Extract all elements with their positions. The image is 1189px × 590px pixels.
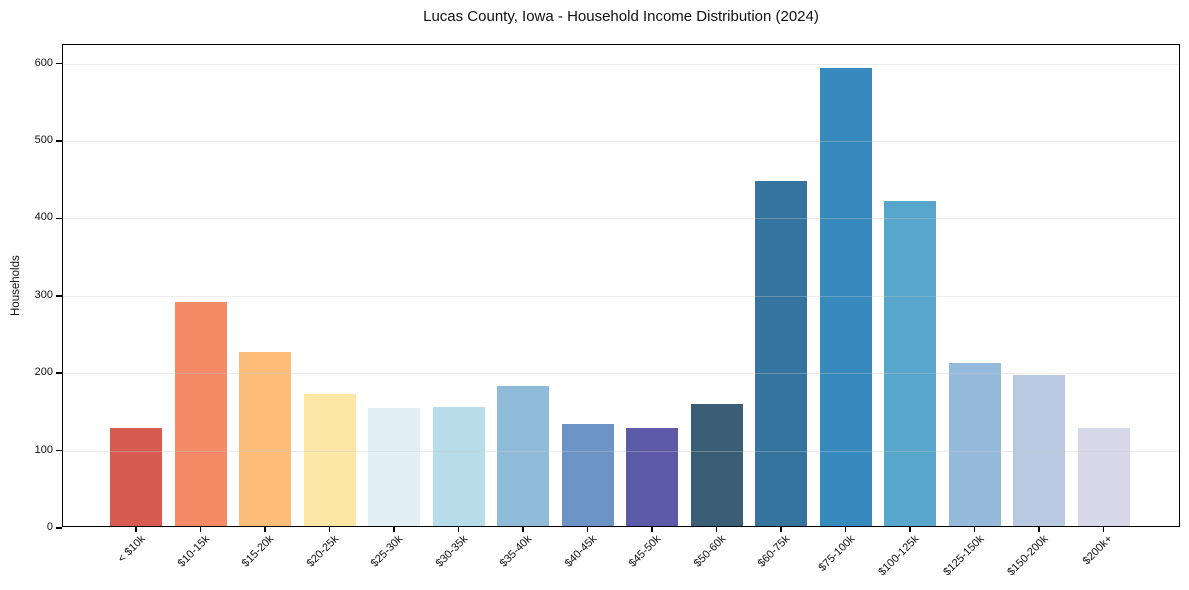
- bar-$100-125k: [884, 200, 936, 526]
- gridline-300: [63, 295, 1179, 297]
- x-tick-mark: [328, 526, 331, 532]
- y-tick-label: 100: [34, 443, 53, 456]
- y-tick-mark: [55, 62, 62, 65]
- x-tick-label: $200k+: [1080, 533, 1115, 568]
- x-tick-label: $100-125k: [876, 533, 922, 579]
- bar-$45-50k: [626, 428, 678, 526]
- x-tick-mark: [522, 526, 524, 532]
- x-tick-label: $25-30k: [368, 533, 406, 570]
- y-tick-mark: [55, 527, 62, 529]
- x-tick-mark: [973, 526, 976, 532]
- x-tick-mark: [457, 526, 460, 532]
- y-tick-label: 300: [34, 288, 53, 301]
- x-tick-label: $10-15k: [175, 533, 212, 570]
- bar-$20-25k: [303, 394, 356, 526]
- y-tick-mark: [55, 372, 62, 374]
- y-tick-mark: [55, 140, 62, 142]
- x-tick-label: $75-100k: [816, 533, 857, 574]
- x-tick-label: $35-40k: [497, 533, 535, 570]
- y-tick-label: 0: [46, 521, 53, 533]
- x-tick-mark: [715, 526, 718, 532]
- x-tick-mark: [651, 526, 653, 532]
- bar-< $10k: [110, 427, 162, 526]
- y-tick-label: 500: [34, 133, 53, 146]
- plot-area: [55, 44, 1180, 532]
- y-axis-title: Households: [10, 255, 22, 316]
- bar-$25-30k: [368, 408, 420, 526]
- x-tick-label: $50-60k: [691, 533, 728, 570]
- x-tick-label: $20-25k: [304, 533, 341, 570]
- gridline-500: [63, 140, 1179, 142]
- y-tick-label: 200: [34, 366, 53, 379]
- y-tick-mark: [55, 449, 62, 452]
- x-tick-mark: [844, 526, 847, 532]
- gridline-400: [63, 218, 1179, 220]
- x-tick-label: $125-150k: [940, 533, 986, 579]
- x-tick-label: $15-20k: [239, 533, 277, 570]
- bar-$15-20k: [239, 351, 291, 526]
- x-tick-mark: [393, 526, 395, 532]
- y-tick-label: 600: [34, 56, 53, 69]
- bar-$40-45k: [561, 423, 614, 526]
- gridline-600: [63, 63, 1179, 65]
- bar-$75-100k: [819, 67, 872, 526]
- y-tick-mark: [55, 217, 62, 220]
- x-tick-label: $60-75k: [755, 533, 793, 570]
- x-tick-mark: [199, 526, 202, 532]
- x-tick-mark: [780, 526, 782, 532]
- x-tick-mark: [1102, 526, 1105, 532]
- x-tick-mark: [909, 526, 911, 532]
- x-tick-label: < $10k: [115, 533, 148, 566]
- y-tick-mark: [55, 295, 62, 297]
- bar-$50-60k: [690, 403, 743, 526]
- bar-$200k+: [1077, 427, 1130, 526]
- x-tick-label: $150-200k: [1005, 533, 1051, 579]
- bar-$10-15k: [174, 301, 227, 526]
- x-tick-mark: [135, 526, 137, 532]
- bar-$35-40k: [497, 385, 549, 526]
- x-tick-mark: [586, 526, 589, 532]
- bar-$60-75k: [755, 180, 807, 526]
- gridline-200: [63, 373, 1179, 375]
- x-tick-mark: [1038, 526, 1040, 532]
- x-tick-label: $30-35k: [433, 533, 470, 570]
- bar-$125-150k: [948, 363, 1001, 526]
- bar-$150-200k: [1013, 375, 1065, 526]
- bar-$30-35k: [432, 406, 485, 526]
- x-tick-mark: [264, 526, 266, 532]
- gridline-100: [63, 450, 1179, 452]
- x-tick-label: $45-50k: [626, 533, 664, 570]
- chart-title: Lucas County, Iowa - Household Income Di…: [423, 8, 819, 25]
- y-tick-label: 400: [34, 211, 53, 224]
- x-tick-label: $40-45k: [562, 533, 599, 570]
